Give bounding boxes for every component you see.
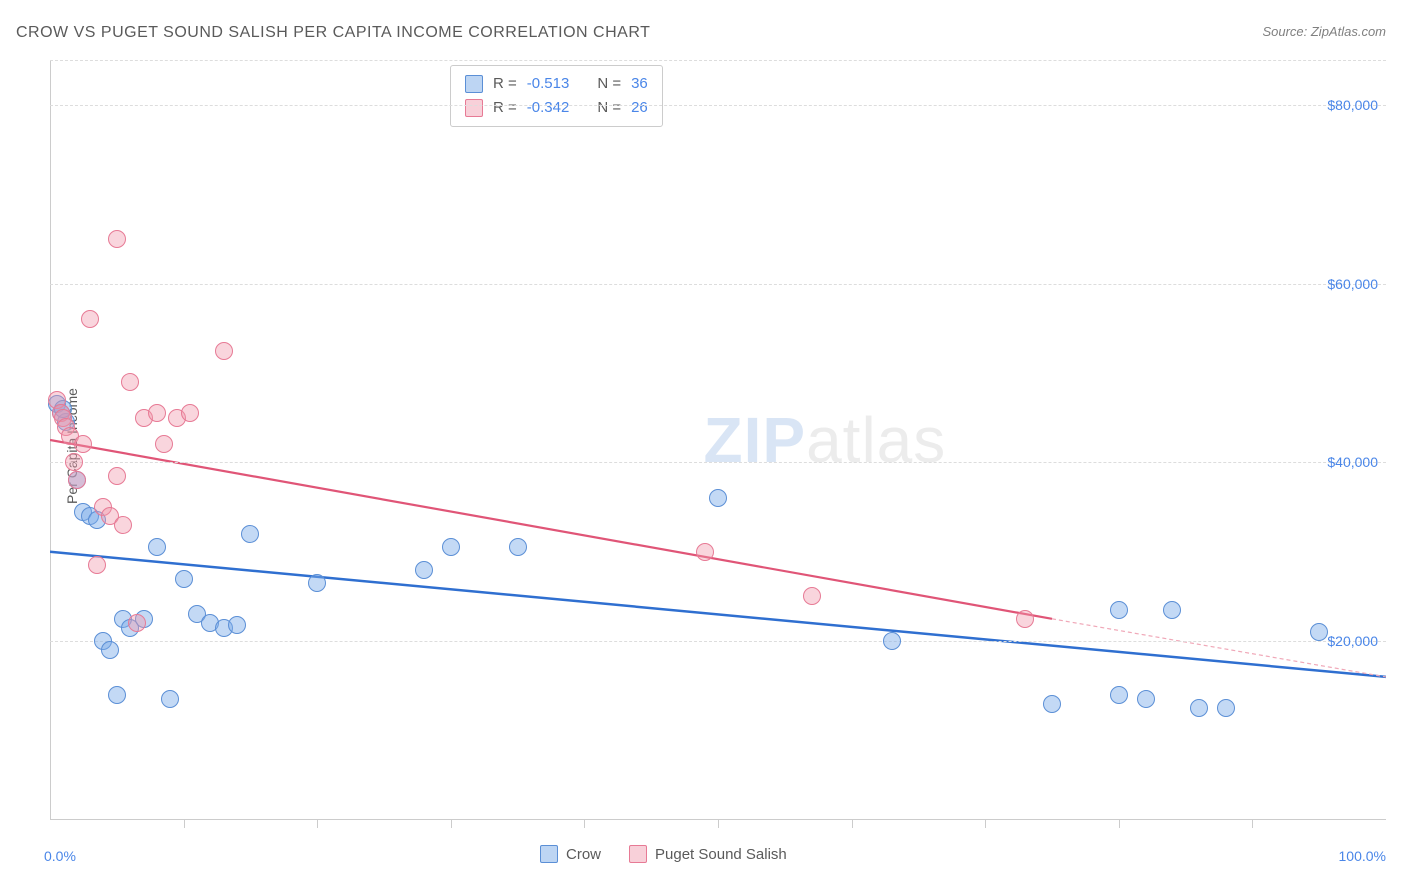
xtick bbox=[451, 820, 452, 828]
xtick bbox=[584, 820, 585, 828]
ytick-label: $60,000 bbox=[1327, 276, 1378, 292]
ytick-label: $80,000 bbox=[1327, 97, 1378, 113]
scatter-point bbox=[1043, 695, 1061, 713]
watermark: ZIPatlas bbox=[704, 403, 947, 477]
xtick bbox=[184, 820, 185, 828]
scatter-point bbox=[181, 404, 199, 422]
ytick-label: $20,000 bbox=[1327, 633, 1378, 649]
legend-label-crow: Crow bbox=[566, 846, 601, 863]
gridline bbox=[50, 641, 1386, 642]
scatter-point bbox=[68, 471, 86, 489]
series-legend: Crow Puget Sound Salish bbox=[540, 845, 787, 863]
y-axis-line bbox=[50, 60, 51, 820]
scatter-point bbox=[108, 467, 126, 485]
scatter-point bbox=[1016, 610, 1034, 628]
scatter-point bbox=[148, 538, 166, 556]
scatter-point bbox=[114, 516, 132, 534]
r-label: R = bbox=[493, 72, 517, 96]
xtick bbox=[985, 820, 986, 828]
scatter-point bbox=[1217, 699, 1235, 717]
legend-label-salish: Puget Sound Salish bbox=[655, 846, 787, 863]
scatter-point bbox=[1190, 699, 1208, 717]
scatter-point bbox=[74, 435, 92, 453]
watermark-zip: ZIP bbox=[704, 404, 807, 476]
watermark-atlas: atlas bbox=[806, 404, 946, 476]
scatter-point bbox=[803, 587, 821, 605]
scatter-point bbox=[101, 641, 119, 659]
scatter-point bbox=[1310, 623, 1328, 641]
swatch-icon bbox=[540, 845, 558, 863]
gridline bbox=[50, 60, 1386, 61]
scatter-point bbox=[883, 632, 901, 650]
scatter-point bbox=[415, 561, 433, 579]
scatter-point bbox=[241, 525, 259, 543]
scatter-point bbox=[161, 690, 179, 708]
swatch-icon bbox=[629, 845, 647, 863]
source-attribution: Source: ZipAtlas.com bbox=[1262, 24, 1386, 39]
scatter-point bbox=[709, 489, 727, 507]
x-axis-start-label: 0.0% bbox=[44, 848, 76, 864]
scatter-point bbox=[155, 435, 173, 453]
r-label: R = bbox=[493, 96, 517, 120]
xtick bbox=[718, 820, 719, 828]
scatter-point bbox=[1110, 601, 1128, 619]
swatch-icon bbox=[465, 99, 483, 117]
chart-container: CROW VS PUGET SOUND SALISH PER CAPITA IN… bbox=[0, 0, 1406, 892]
scatter-point bbox=[696, 543, 714, 561]
n-label: N = bbox=[597, 72, 621, 96]
legend-item-salish: Puget Sound Salish bbox=[629, 845, 787, 863]
xtick bbox=[1119, 820, 1120, 828]
scatter-point bbox=[148, 404, 166, 422]
scatter-point bbox=[128, 614, 146, 632]
gridline bbox=[50, 105, 1386, 106]
scatter-point bbox=[228, 616, 246, 634]
r-value-salish: -0.342 bbox=[527, 96, 570, 120]
x-axis-end-label: 100.0% bbox=[1339, 848, 1386, 864]
scatter-point bbox=[308, 574, 326, 592]
xtick bbox=[317, 820, 318, 828]
gridline bbox=[50, 284, 1386, 285]
scatter-point bbox=[509, 538, 527, 556]
n-value-salish: 26 bbox=[631, 96, 648, 120]
scatter-point bbox=[121, 373, 139, 391]
scatter-point bbox=[442, 538, 460, 556]
xtick bbox=[1252, 820, 1253, 828]
plot-area: ZIPatlas R = -0.513 N = 36 R = -0.342 N … bbox=[50, 60, 1386, 820]
scatter-point bbox=[81, 310, 99, 328]
scatter-point bbox=[65, 453, 83, 471]
n-label: N = bbox=[597, 96, 621, 120]
correlation-legend: R = -0.513 N = 36 R = -0.342 N = 26 bbox=[450, 65, 663, 127]
gridline bbox=[50, 462, 1386, 463]
trend-line bbox=[50, 440, 1052, 619]
trendlines-layer bbox=[50, 60, 1386, 820]
scatter-point bbox=[88, 556, 106, 574]
r-value-crow: -0.513 bbox=[527, 72, 570, 96]
scatter-point bbox=[108, 686, 126, 704]
scatter-point bbox=[175, 570, 193, 588]
ytick-label: $40,000 bbox=[1327, 454, 1378, 470]
n-value-crow: 36 bbox=[631, 72, 648, 96]
scatter-point bbox=[1163, 601, 1181, 619]
scatter-point bbox=[108, 230, 126, 248]
scatter-point bbox=[1110, 686, 1128, 704]
xtick bbox=[852, 820, 853, 828]
scatter-point bbox=[1137, 690, 1155, 708]
legend-row-salish: R = -0.342 N = 26 bbox=[465, 96, 648, 120]
scatter-point bbox=[215, 342, 233, 360]
legend-item-crow: Crow bbox=[540, 845, 601, 863]
chart-title: CROW VS PUGET SOUND SALISH PER CAPITA IN… bbox=[16, 24, 650, 42]
swatch-icon bbox=[465, 75, 483, 93]
trend-line bbox=[50, 552, 1386, 677]
legend-row-crow: R = -0.513 N = 36 bbox=[465, 72, 648, 96]
